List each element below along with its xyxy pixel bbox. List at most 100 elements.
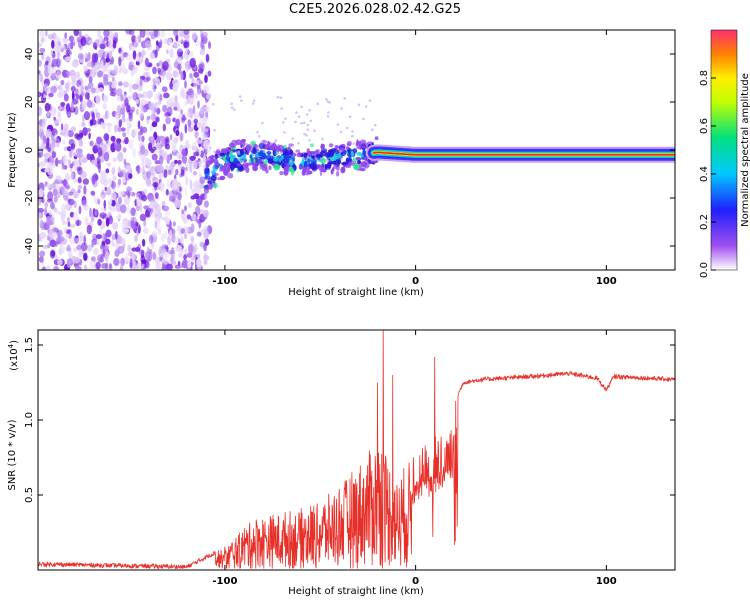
noise-blob [142,165,145,175]
noise-blob [138,190,146,201]
noise-blob [115,215,121,220]
noise-blob [75,153,82,158]
noise-blob [53,116,56,121]
noise-blob [122,147,127,153]
noise-blob [179,173,183,178]
noise-blob [105,217,110,227]
noise-blob [161,86,168,93]
noise-blob [162,123,166,132]
noise-blob [150,125,153,131]
faint-point [328,101,331,104]
noise-blob [45,128,52,138]
noise-blob [42,265,46,270]
noise-blob [48,226,54,232]
noise-blob [159,69,167,77]
noise-blob [80,152,83,158]
snr-y-ticks: 0.5 1.0 1.5 [24,337,675,503]
noise-blob [171,79,175,85]
snr-series-line [38,330,675,570]
noise-blob [84,264,88,270]
noise-blob [147,115,151,121]
noise-blob [77,177,82,184]
snr-x-axis-label: Height of straight line (km) [288,586,424,597]
spectral-blob [287,146,291,151]
noise-blob [66,258,72,269]
spectral-blob [219,152,226,157]
noise-blob [166,100,170,108]
noise-blob [123,81,129,88]
noise-blob [119,169,127,178]
spectral-blob [298,163,303,170]
noise-blob [156,40,159,46]
noise-blob [43,83,49,92]
spectral-blob [279,171,284,176]
noise-blob [96,181,100,187]
noise-blob [47,61,52,69]
faint-point [319,157,323,160]
noise-blob [137,35,142,43]
noise-blob [56,118,61,124]
faint-point [279,151,283,154]
noise-blob [132,147,137,158]
noise-blob [151,231,158,237]
noise-blob [175,73,183,78]
spectral-blob [319,169,323,177]
noise-blob [38,262,41,269]
faint-point [309,119,313,123]
noise-blob [58,229,63,237]
noise-blob [203,259,208,265]
noise-blob [203,37,207,45]
noise-blob [184,80,187,89]
spectral-blob [355,157,362,161]
noise-blob [183,30,190,35]
noise-blob [126,117,131,127]
noise-blob [118,56,122,67]
noise-blob [199,48,205,56]
noise-blob [128,111,133,119]
faint-point [207,158,210,161]
noise-blob [74,133,80,139]
noise-blob [111,233,117,241]
noise-blob [184,248,188,254]
noise-blob [83,185,87,195]
noise-blob [159,182,163,187]
noise-blob [162,104,168,113]
noise-blob [189,73,193,79]
faint-point [326,115,330,118]
noise-blob [165,117,171,125]
noise-blob [63,178,67,187]
noise-blob [180,236,184,246]
faint-point [212,103,215,106]
noise-blob [174,199,182,208]
noise-blob [118,119,123,128]
faint-point [230,102,233,105]
faint-point [294,120,297,124]
noise-blob [175,118,181,129]
noise-blob [197,67,204,74]
noise-blob [111,70,118,75]
faint-point [279,96,283,100]
noise-blob [196,86,202,95]
noise-blob [203,139,210,150]
noise-blob [102,232,106,242]
noise-blob [174,159,178,164]
noise-blob [152,82,157,92]
faint-point [261,159,265,162]
noise-blob [85,72,90,78]
noise-blob [100,175,106,185]
noise-blob [45,30,48,37]
colorbar: 0.0 0.2 0.4 0.6 0.8 Normalized spectral ampl… [699,29,750,278]
noise-blob [205,106,211,113]
noise-blob [169,134,173,141]
spectral-blob [253,165,257,170]
noise-blob [168,101,174,108]
noise-blob [207,70,212,77]
faint-point [280,107,284,110]
noise-blob [187,119,192,128]
noise-blob [38,70,41,75]
spectral-blob [360,139,367,145]
noise-blob [191,188,197,195]
noise-blob [134,211,138,217]
noise-blob [40,162,47,167]
spectral-blob [269,145,274,151]
